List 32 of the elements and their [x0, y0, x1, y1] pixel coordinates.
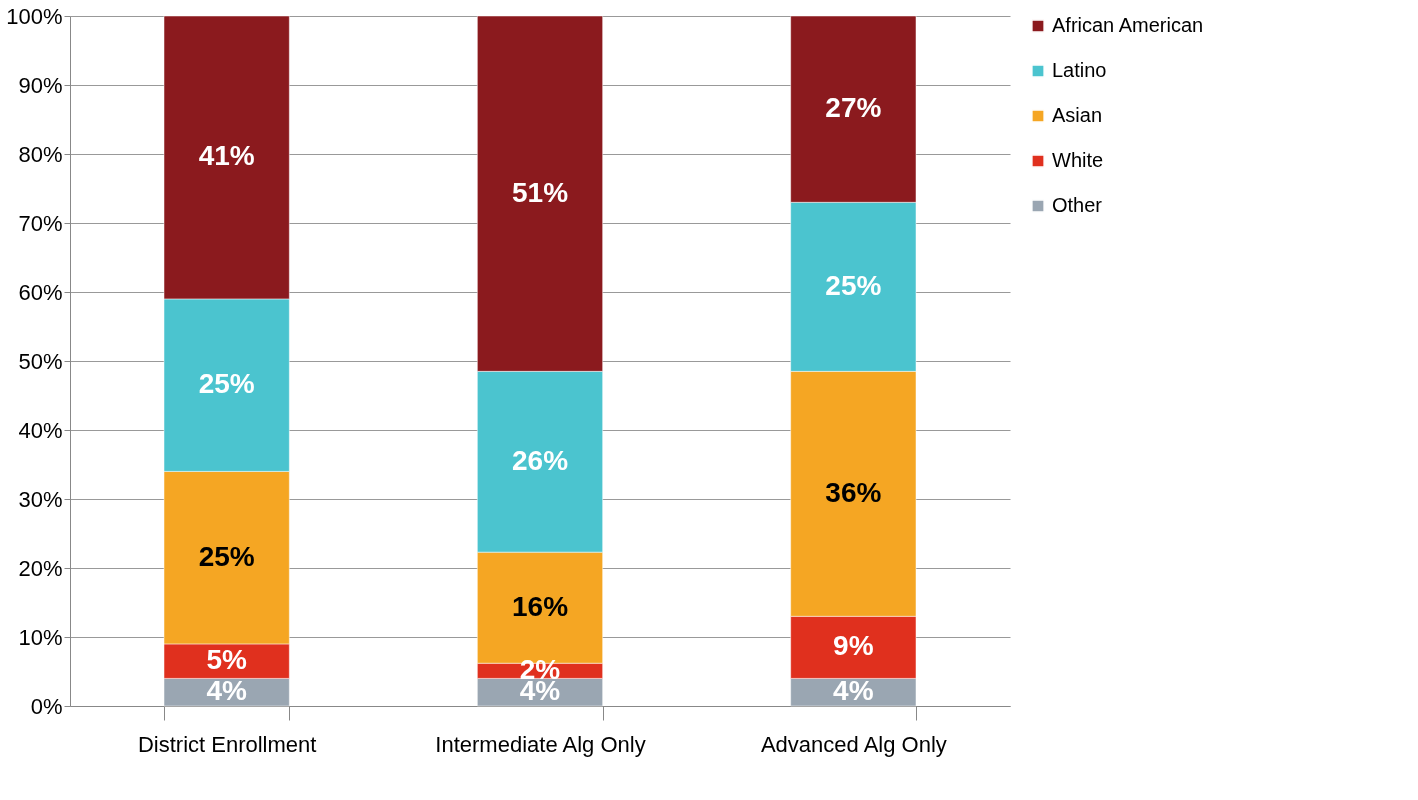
data-label: 25%: [198, 540, 255, 572]
data-label: 26%: [511, 444, 569, 476]
legend-label: White: [1052, 149, 1104, 171]
x-tick-label: District Enrollment: [137, 731, 317, 757]
data-label: 4%: [833, 675, 874, 707]
data-label: 4%: [206, 675, 247, 707]
data-label: 25%: [825, 269, 882, 301]
legend-label: Asian: [1052, 104, 1103, 126]
y-tick-label: 30%: [18, 486, 63, 512]
legend-label: Other: [1052, 194, 1103, 216]
data-label: 25%: [198, 368, 255, 400]
data-label: 27%: [825, 92, 882, 124]
y-tick-label: 70%: [18, 210, 63, 236]
legend-label: African American: [1052, 14, 1204, 36]
data-label: 16%: [511, 590, 569, 622]
x-tick-label: Advanced Alg Only: [760, 731, 947, 757]
y-tick-label: 100%: [6, 3, 63, 29]
y-tick-label: 40%: [18, 417, 63, 443]
x-tick-label: Intermediate Alg Only: [435, 731, 646, 757]
data-label: 41%: [198, 140, 255, 172]
data-label: 36%: [825, 476, 882, 508]
y-tick-label: 80%: [18, 141, 63, 167]
y-tick-label: 50%: [18, 348, 63, 374]
y-tick-label: 10%: [18, 624, 63, 650]
y-tick-label: 90%: [18, 72, 63, 98]
y-tick-label: 0%: [30, 693, 63, 719]
y-tick-label: 60%: [18, 279, 63, 305]
legend-label: Latino: [1052, 59, 1107, 81]
data-label: 5%: [206, 644, 247, 676]
data-label: 51%: [511, 176, 569, 208]
data-label: 9%: [833, 630, 874, 662]
y-tick-label: 20%: [18, 555, 63, 581]
